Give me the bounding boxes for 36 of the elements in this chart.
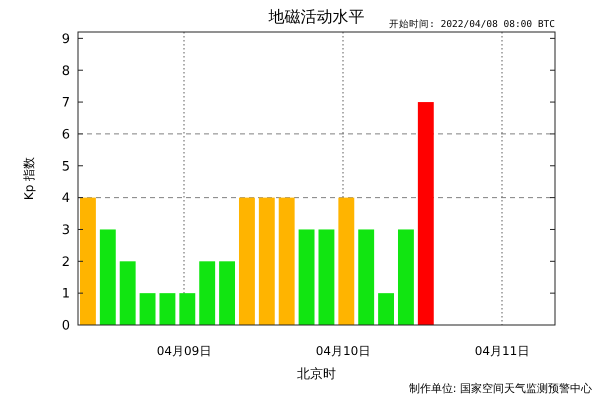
bar [199,261,216,325]
bar [140,293,156,325]
bar [179,293,196,325]
y-tick-label: 4 [62,191,70,206]
y-tick-label: 8 [62,64,70,79]
x-tick-label: 04月10日 [316,344,370,358]
text: 制作单位: 国家空间天气监测预警中心 [408,382,592,395]
bar [100,229,116,325]
bar [80,198,96,325]
x-tick-label: 04月09日 [156,344,212,358]
y-tick-label: 6 [62,127,70,142]
bar [398,229,414,325]
y-tick-label: 5 [62,159,70,174]
chart-subtitle: 开始时间: 2022/04/08 08:00 BTC [389,18,555,30]
bar [258,198,275,325]
y-axis-title: Kp 指数 [22,156,36,200]
bar [238,198,255,325]
bar [159,293,176,325]
y-tick-label: 7 [62,96,70,111]
y-tick-label: 0 [62,318,70,334]
chart-title: 地磁活动水平 [268,7,364,26]
bar [219,261,236,325]
bar [338,198,354,325]
y-tick-label: 3 [62,223,70,238]
bar [418,102,434,325]
y-tick-label: 1 [62,286,70,302]
bar [378,293,394,325]
bar [318,229,334,325]
bar [120,261,136,325]
y-tick-label: 2 [62,254,70,270]
x-tick-label: 04月11日 [474,344,530,358]
x-axis-title: 北京时 [297,367,336,382]
y-tick-label: 9 [62,32,70,47]
bar [358,229,374,325]
bar [298,229,315,325]
bar [278,198,295,325]
